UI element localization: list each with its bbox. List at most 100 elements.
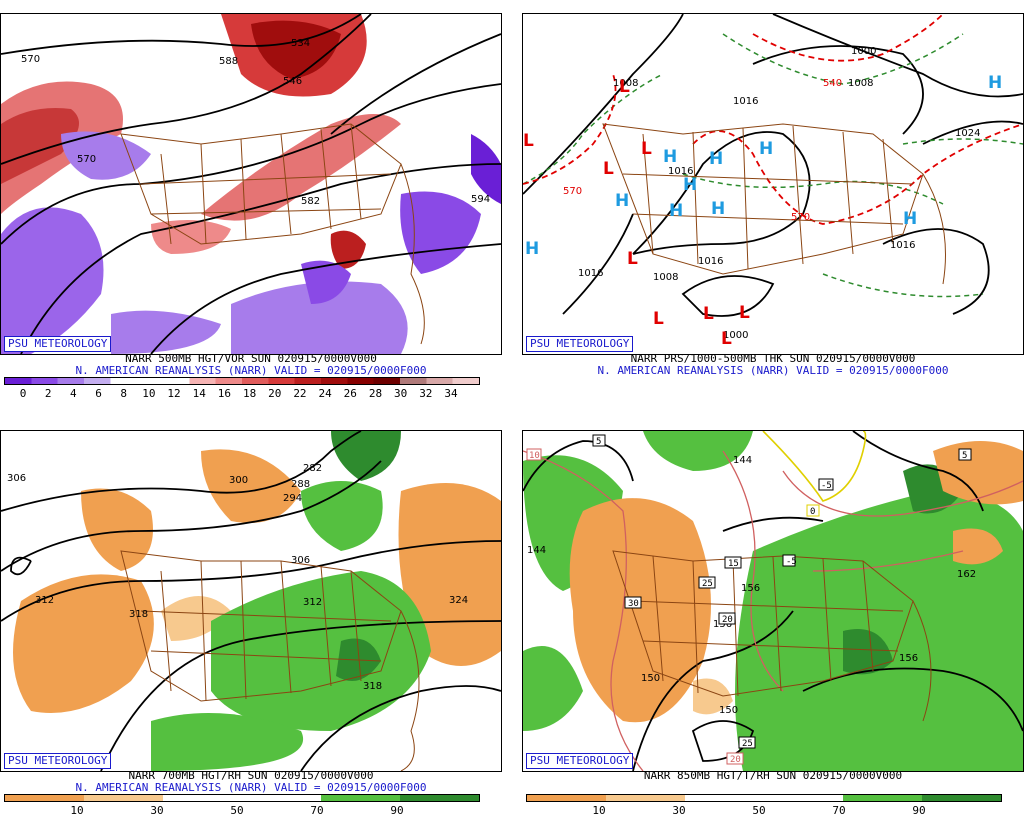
isobar-label: 1016 [890, 240, 915, 251]
contour-label: 162 [957, 569, 976, 580]
contour-label: 144 [733, 455, 752, 466]
legend-tick-label: 10 [592, 804, 606, 817]
temperature-label: 20 [730, 755, 741, 765]
temperature-label: -5 [821, 481, 832, 491]
temperature-label: 0 [810, 507, 815, 517]
chart-caption: NARR PRS/1000-500MB THK SUN 020915/0000V… [630, 352, 916, 365]
legend-tick-label: 4 [70, 387, 77, 400]
contour-label: 534 [291, 38, 310, 49]
legend-tick-label: 30 [672, 804, 686, 817]
contour-label: 306 [7, 473, 26, 484]
high-pressure-symbol: H [709, 149, 723, 169]
temperature-label: 30 [628, 599, 639, 609]
legend-tick-label: 70 [832, 804, 846, 817]
rh-legend-ticks: 10 30 50 70 90 [522, 804, 1024, 817]
legend-tick-label: 22 [293, 387, 307, 400]
isobar-label: 1000 [723, 330, 748, 341]
low-pressure-symbol: L [653, 309, 664, 329]
legend-tick-label: 16 [217, 387, 232, 400]
high-pressure-symbol: H [988, 73, 1002, 93]
high-pressure-symbol: H [683, 175, 697, 195]
legend-tick-label: 10 [142, 387, 156, 400]
rh-color-legend [4, 794, 480, 802]
high-pressure-symbol: H [525, 239, 539, 259]
high-pressure-symbol: H [711, 199, 725, 219]
temperature-label: -5 [786, 557, 797, 567]
contour-label: 324 [449, 595, 468, 606]
legend-tick-label: 50 [230, 804, 244, 817]
contour-label: 300 [229, 475, 248, 486]
brand-label: PSU METEOROLOGY [4, 336, 112, 352]
isobar-label: 1016 [578, 268, 603, 279]
legend-tick-label: 18 [242, 387, 257, 400]
chart-caption: NARR 850MB HGT/T/RH SUN 020915/0000V000 [643, 769, 903, 782]
legend-tick-label: 10 [70, 804, 84, 817]
low-pressure-symbol: L [703, 304, 714, 324]
low-pressure-symbol: L [641, 139, 652, 159]
panel-700mb-rh: 306 300 282 288 294 312 318 306 324 318 … [0, 417, 502, 817]
high-pressure-symbol: H [669, 201, 683, 221]
map-500mb-height-vorticity: 570 588 546 534 582 594 570 [0, 13, 502, 355]
legend-tick-label: 8 [120, 387, 128, 400]
contour-label: 582 [301, 196, 320, 207]
legend-tick-label: 90 [912, 804, 926, 817]
isobar-label: 1024 [955, 128, 980, 139]
thickness-label: 540 [823, 78, 842, 89]
contour-label: 570 [21, 54, 40, 65]
low-pressure-symbol: L [523, 131, 534, 151]
low-pressure-symbol: L [739, 303, 750, 323]
legend-tick-label: 20 [268, 387, 282, 400]
contour-label: 288 [291, 479, 310, 490]
isobar-label: 1000 [851, 46, 876, 57]
legend-tick-label: 90 [390, 804, 404, 817]
high-pressure-symbol: H [903, 209, 917, 229]
thickness-label: 570 [791, 212, 810, 223]
temperature-label: 15 [728, 559, 739, 569]
temperature-label: 20 [722, 615, 733, 625]
contour-label: 150 [719, 705, 738, 716]
low-pressure-symbol: L [603, 159, 614, 179]
rh-color-legend [526, 794, 1002, 802]
valid-time-caption: N. AMERICAN REANALYSIS (NARR) VALID = 02… [75, 781, 427, 794]
high-pressure-symbol: H [663, 147, 677, 167]
legend-tick-label: 32 [419, 387, 433, 400]
isobar-label: 1016 [668, 166, 693, 177]
legend-tick-label: 24 [318, 387, 332, 400]
contour-label: 594 [471, 194, 490, 205]
panel-850mb-temperature-rh: 144 150 156 156 150 162 156 144 5 10 15 … [522, 417, 1024, 817]
contour-label: 312 [303, 597, 322, 608]
contour-label: 570 [77, 154, 96, 165]
thickness-label: 570 [563, 186, 582, 197]
legend-tick-label: 2 [44, 387, 52, 400]
legend-tick-label: 0 [19, 387, 27, 400]
chart-caption: NARR 500MB HGT/VOR SUN 020915/0000V000 [125, 352, 377, 365]
valid-time-caption: N. AMERICAN REANALYSIS (NARR) VALID = 02… [597, 364, 949, 377]
temperature-label: 5 [596, 437, 601, 447]
legend-tick-label: 14 [192, 387, 206, 400]
legend-tick-label: 50 [752, 804, 766, 817]
map-pressure-thickness: 1008 1016 1008 1000 1024 1016 1016 1016 … [522, 13, 1024, 355]
temperature-label: 10 [529, 451, 540, 461]
panel-sea-level-pressure-thickness: 1008 1016 1008 1000 1024 1016 1016 1016 … [522, 0, 1024, 400]
contour-label: 318 [363, 681, 382, 692]
legend-tick-label: 30 [150, 804, 164, 817]
map-700mb-height-rh: 306 300 282 288 294 312 318 306 324 318 … [0, 430, 502, 772]
panel-500mb-vorticity: 570 588 546 534 582 594 570 PSU METEOROL… [0, 0, 502, 400]
low-pressure-symbol: L [619, 77, 630, 97]
vorticity-color-legend [4, 377, 480, 385]
chart-caption: NARR 700MB HGT/RH SUN 020915/0000V000 [128, 769, 374, 782]
low-pressure-symbol: L [721, 329, 732, 349]
temperature-label: 5 [962, 451, 967, 461]
high-pressure-symbol: H [759, 139, 773, 159]
contour-label: 144 [527, 545, 546, 556]
brand-label: PSU METEOROLOGY [526, 336, 634, 352]
isobar-label: 1016 [698, 256, 723, 267]
contour-label: 312 [35, 595, 54, 606]
contour-label: 282 [303, 463, 322, 474]
legend-tick-label: 28 [368, 387, 383, 400]
legend-tick-label: 34 [444, 387, 458, 400]
rh-legend-ticks: 10 30 50 70 90 [0, 804, 502, 817]
contour-label: 546 [283, 76, 302, 87]
brand-label: PSU METEOROLOGY [526, 753, 634, 769]
contour-label: 588 [219, 56, 238, 67]
